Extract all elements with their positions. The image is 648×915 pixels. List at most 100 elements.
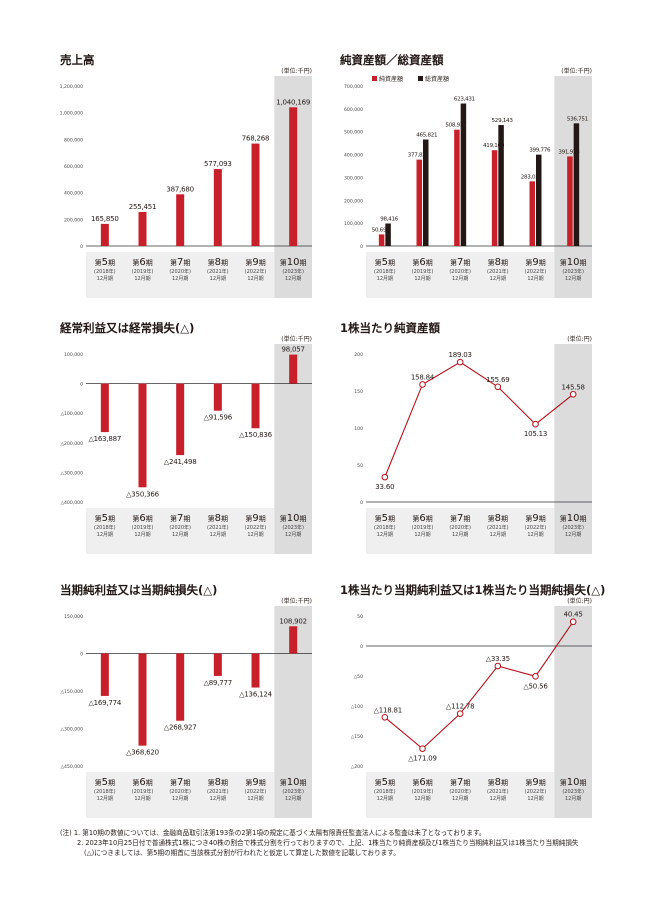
- unit-label: (単位:千円): [281, 68, 312, 75]
- highlight-latest-period: [554, 76, 592, 298]
- x-tick-month: 12月期: [490, 532, 506, 538]
- bar-net-assets: [454, 129, 460, 246]
- bar: [100, 223, 109, 246]
- y-tick-label: 50: [357, 614, 363, 620]
- x-tick-year: (2018年): [94, 524, 116, 531]
- x-tick-label: 第9期: [525, 777, 545, 788]
- y-tick-label: 0: [80, 382, 83, 388]
- data-label: 536,751: [567, 116, 589, 122]
- y-tick-label: 200,000: [64, 217, 83, 223]
- data-label: 391,938: [558, 149, 580, 155]
- x-tick-label: 第8期: [488, 513, 508, 524]
- bar: [289, 354, 298, 384]
- data-point: [381, 473, 389, 481]
- bar: [289, 626, 298, 654]
- data-label: 419,160: [483, 143, 505, 149]
- bar: [213, 383, 222, 411]
- data-label: 623,431: [454, 97, 476, 103]
- y-tick-label: 100,000: [64, 352, 83, 358]
- y-tick-label: △100,000: [60, 411, 83, 417]
- chart-title: 当期純利益又は当期純損失(△): [60, 583, 218, 597]
- bar: [138, 211, 147, 246]
- bar-total-assets: [573, 123, 580, 246]
- data-label: 577,093: [204, 160, 232, 168]
- data-point: [456, 358, 464, 366]
- x-tick-month: 12月期: [377, 276, 393, 282]
- data-point: [532, 420, 539, 428]
- bar: [251, 143, 260, 246]
- y-tick-label: △200: [351, 764, 363, 770]
- x-tick-month: 12月期: [285, 532, 301, 538]
- x-tick-year: (2021年): [487, 524, 509, 531]
- x-tick-year: (2020年): [169, 788, 191, 795]
- series-line: [384, 361, 574, 478]
- bar: [100, 653, 109, 696]
- x-tick-month: 12月期: [97, 796, 113, 802]
- bar-total-assets: [423, 139, 429, 246]
- category-band: [86, 508, 275, 554]
- x-tick-label: 第5期: [95, 777, 115, 788]
- x-tick-label: 第7期: [170, 257, 190, 268]
- y-tick-label: 700,000: [344, 84, 363, 90]
- y-tick-label: △100: [351, 704, 363, 710]
- x-tick-year: (2021年): [487, 788, 509, 795]
- data-label: 40.45: [564, 611, 583, 619]
- unit-label: (単位:千円): [281, 598, 312, 605]
- x-tick-month: 12月期: [97, 276, 113, 282]
- x-tick-year: (2019年): [132, 268, 154, 275]
- category-band: [366, 772, 555, 818]
- y-tick-label: 150,000: [64, 614, 83, 620]
- x-tick-year: (2020年): [169, 268, 191, 275]
- data-label: △268,927: [164, 724, 197, 732]
- x-tick-label: 第10期: [560, 257, 587, 268]
- data-point: [569, 618, 577, 626]
- x-tick-month: 12月期: [285, 796, 301, 802]
- note-1: (注) 1. 第10期の数値については、金融商品取引法第193条の2第1項の規定…: [60, 829, 486, 837]
- legend-label: 総資産額: [425, 75, 449, 83]
- x-tick-year: (2021年): [207, 524, 229, 531]
- y-tick-label: 0: [80, 652, 83, 658]
- chart-title: 売上高: [60, 53, 95, 67]
- bar: [176, 383, 185, 456]
- bar: [138, 383, 147, 488]
- y-tick-label: 100: [354, 426, 363, 432]
- x-tick-month: 12月期: [172, 532, 188, 538]
- data-label: △91,596: [204, 414, 233, 422]
- chart-title: 純資産額／総資産額: [340, 53, 444, 67]
- chart-title: 1株当たり当期純利益又は1株当たり当期純損失(△): [340, 583, 606, 597]
- chart-panel-bps: 1株当たり純資産額 (単位:円) 0 50 100 150 200 第5期 (2018年) 1…: [340, 320, 592, 554]
- x-tick-label: 第9期: [525, 513, 545, 524]
- data-label: 377,821: [408, 153, 430, 159]
- x-tick-month: 12月期: [527, 796, 543, 802]
- footnotes: (注) 1. 第10期の数値については、金融商品取引法第193条の2第1項の規定…: [60, 828, 600, 858]
- x-tick-year: (2019年): [412, 524, 434, 531]
- y-tick-label: 800,000: [64, 137, 83, 143]
- bar: [100, 383, 109, 433]
- x-tick-label: 第8期: [488, 257, 508, 268]
- x-tick-label: 第7期: [450, 777, 470, 788]
- x-tick-year: (2019年): [412, 788, 434, 795]
- data-label: 33.60: [375, 483, 394, 491]
- data-label: 529,143: [492, 118, 514, 124]
- note-2-cont: (△)につきましては、第5期の期首に当該株式分割が行われたと仮定して算定した数値…: [84, 849, 400, 857]
- x-tick-year: (2020年): [449, 788, 471, 795]
- y-tick-label: 0: [360, 500, 363, 506]
- data-point: [494, 383, 502, 391]
- unit-label: (単位:円): [567, 598, 592, 605]
- bar-net-assets: [416, 159, 422, 246]
- x-tick-year: (2020年): [449, 268, 471, 275]
- legend-swatch: [418, 76, 423, 81]
- data-label: 283,035: [521, 174, 543, 180]
- x-tick-month: 12月期: [210, 276, 226, 282]
- data-point: [569, 390, 577, 398]
- data-point: [381, 713, 389, 721]
- x-tick-year: (2023年): [562, 788, 584, 795]
- chart-panel-sales: 売上高 (単位:千円) 0 200,000 400,000 600,000 800,00…: [60, 52, 312, 298]
- data-label: △150,836: [239, 431, 272, 439]
- data-label: 158.84: [411, 373, 435, 381]
- x-tick-label: 第9期: [245, 257, 265, 268]
- y-tick-label: △450,000: [60, 764, 83, 770]
- bar: [138, 653, 147, 746]
- x-tick-label: 第7期: [450, 513, 470, 524]
- x-tick-label: 第5期: [375, 513, 395, 524]
